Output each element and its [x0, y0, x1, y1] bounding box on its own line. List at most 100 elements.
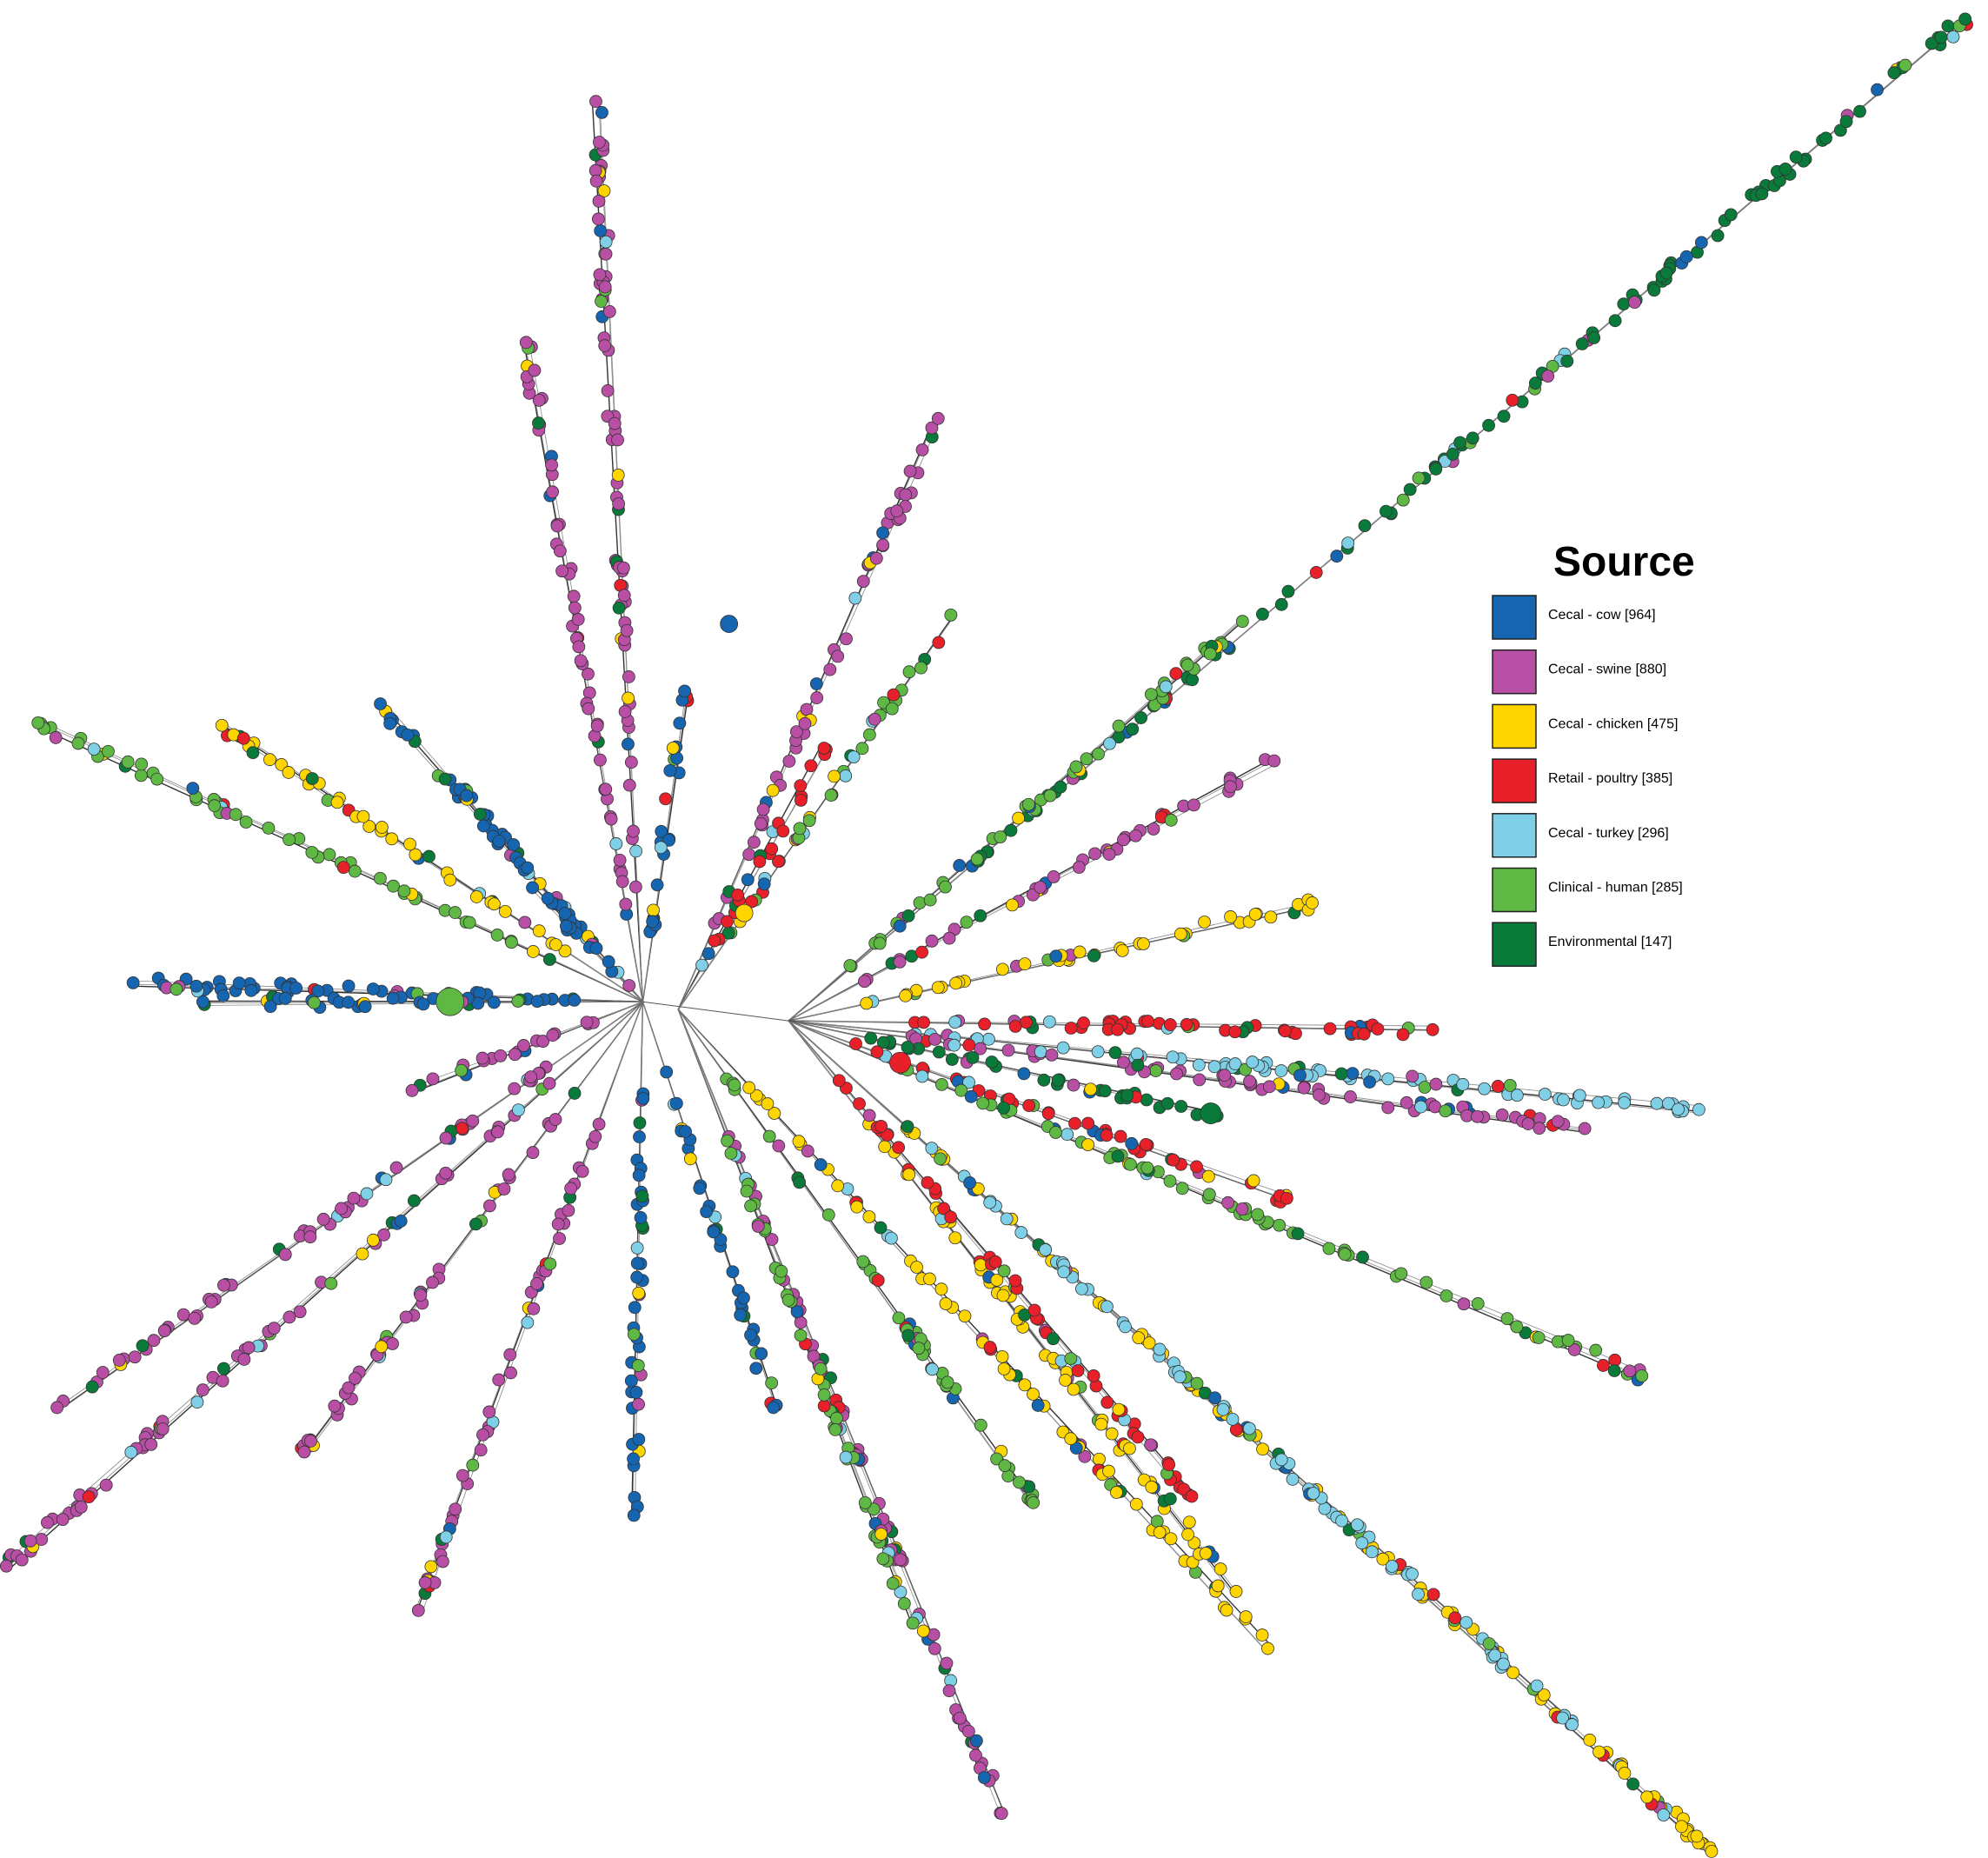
node — [615, 875, 629, 889]
node — [1251, 1208, 1265, 1222]
node — [1164, 813, 1178, 827]
node — [897, 1597, 911, 1610]
node — [1180, 658, 1194, 672]
node — [1647, 283, 1661, 297]
node — [928, 1032, 941, 1046]
node — [1650, 1096, 1664, 1110]
node — [985, 1056, 999, 1069]
node — [394, 1215, 408, 1228]
node — [949, 976, 963, 990]
node — [1163, 1492, 1177, 1506]
node — [630, 1270, 644, 1284]
node — [906, 1616, 920, 1630]
node — [916, 1624, 930, 1638]
node — [982, 1032, 995, 1046]
node — [1080, 752, 1094, 766]
node — [403, 837, 416, 851]
node — [1256, 1442, 1269, 1456]
node — [1448, 1611, 1462, 1625]
node — [1273, 1218, 1287, 1232]
node — [308, 996, 321, 1009]
node — [1124, 1157, 1137, 1171]
node — [592, 194, 606, 208]
node — [622, 670, 635, 683]
node — [1181, 1528, 1194, 1542]
node — [654, 841, 668, 855]
node — [1054, 780, 1067, 794]
node — [1173, 1370, 1187, 1383]
node — [885, 1231, 898, 1245]
node — [1406, 1567, 1419, 1581]
node — [742, 1081, 756, 1095]
node — [886, 1576, 900, 1590]
node — [1532, 1331, 1546, 1344]
node — [720, 615, 739, 633]
node — [1853, 104, 1866, 118]
node — [555, 564, 568, 578]
node — [593, 136, 606, 149]
node — [941, 1375, 954, 1389]
node — [1334, 1067, 1348, 1081]
node — [439, 1166, 453, 1180]
node — [604, 812, 618, 826]
node — [469, 890, 483, 903]
node — [1108, 1046, 1122, 1060]
node — [1034, 881, 1047, 894]
node — [1014, 1226, 1028, 1239]
node — [1420, 1275, 1433, 1289]
node — [997, 1362, 1011, 1375]
node — [915, 945, 928, 959]
node — [934, 1282, 948, 1296]
node — [322, 848, 336, 862]
node — [1406, 1069, 1420, 1083]
node — [1471, 1109, 1484, 1123]
tree — [0, 12, 1973, 1858]
node — [1224, 910, 1237, 923]
node — [1358, 519, 1372, 533]
node — [229, 808, 243, 822]
node — [186, 782, 200, 795]
node — [1170, 1067, 1183, 1081]
node — [1041, 1107, 1055, 1121]
node — [1117, 1056, 1130, 1069]
node — [1618, 1095, 1631, 1109]
branch — [788, 1020, 1644, 1373]
node — [1228, 1057, 1242, 1070]
node — [821, 1208, 835, 1222]
node — [1027, 1495, 1041, 1509]
node — [942, 931, 956, 945]
node — [190, 1395, 204, 1409]
node — [215, 718, 229, 732]
node — [1203, 647, 1217, 661]
node — [1617, 297, 1631, 311]
node — [593, 753, 607, 767]
node — [1092, 747, 1105, 761]
node — [542, 953, 556, 966]
node — [568, 601, 582, 615]
node — [1439, 1289, 1453, 1302]
node — [1073, 945, 1087, 959]
node — [917, 1016, 930, 1029]
node — [902, 1168, 916, 1182]
node — [1129, 829, 1142, 842]
node — [1162, 1458, 1176, 1472]
node — [475, 1051, 489, 1065]
node — [1495, 1108, 1509, 1122]
node — [592, 1117, 606, 1131]
node — [794, 793, 808, 807]
node — [742, 848, 756, 862]
node — [386, 1337, 399, 1350]
node — [1068, 1116, 1081, 1130]
node — [1119, 1320, 1132, 1334]
node — [772, 855, 785, 869]
node — [948, 1231, 962, 1245]
node — [1088, 847, 1101, 861]
node — [196, 995, 209, 1009]
node — [810, 691, 824, 704]
node — [1067, 1382, 1080, 1396]
node — [1313, 1088, 1326, 1102]
node — [560, 919, 573, 933]
node — [1208, 1391, 1221, 1405]
node — [532, 393, 546, 407]
legend-title: Source — [1553, 539, 1695, 585]
